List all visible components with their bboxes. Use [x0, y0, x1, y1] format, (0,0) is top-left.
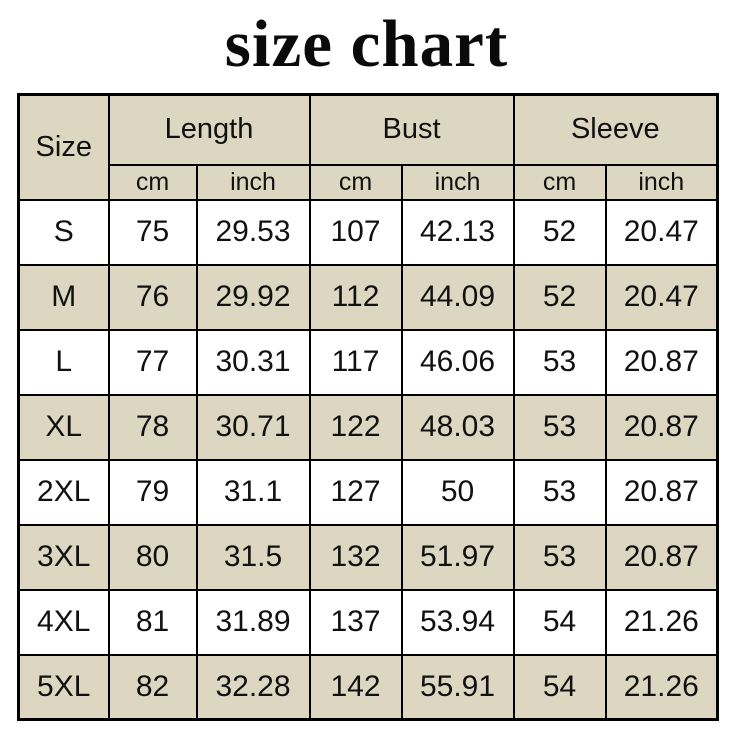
value-cell: 127 — [308, 458, 403, 526]
size-cell: XL — [17, 393, 110, 461]
value-cell: 44.09 — [400, 263, 515, 331]
value-cell: 51.97 — [400, 523, 515, 591]
value-cell: 31.89 — [195, 588, 311, 656]
value-cell: 42.13 — [400, 198, 515, 266]
table-row: L 77 30.31 117 46.06 53 20.87 — [17, 328, 719, 396]
table-row: 4XL 81 31.89 137 53.94 54 21.26 — [17, 588, 719, 656]
value-cell: 82 — [107, 653, 198, 721]
value-cell: 132 — [308, 523, 403, 591]
value-cell: 20.87 — [604, 393, 719, 461]
value-cell: 46.06 — [400, 328, 515, 396]
size-cell: 5XL — [17, 653, 110, 721]
size-cell: S — [17, 198, 110, 266]
unit-header: inch — [195, 163, 311, 201]
page-title: size chart — [224, 7, 509, 81]
unit-header: inch — [400, 163, 515, 201]
value-cell: 81 — [107, 588, 198, 656]
value-cell: 77 — [107, 328, 198, 396]
value-cell: 53 — [512, 523, 607, 591]
value-cell: 54 — [512, 588, 607, 656]
value-cell: 55.91 — [400, 653, 515, 721]
value-cell: 20.47 — [604, 198, 719, 266]
value-cell: 80 — [107, 523, 198, 591]
table-header: Size Length Bust Sleeve cm inch cm inch … — [17, 93, 719, 201]
size-chart-table: Size Length Bust Sleeve cm inch cm inch … — [17, 93, 720, 721]
value-cell: 79 — [107, 458, 198, 526]
group-header-sleeve: Sleeve — [512, 93, 719, 166]
value-cell: 29.92 — [195, 263, 311, 331]
unit-header: cm — [308, 163, 403, 201]
size-cell: L — [17, 328, 110, 396]
value-cell: 20.47 — [604, 263, 719, 331]
group-header-bust: Bust — [308, 93, 515, 166]
unit-header: cm — [512, 163, 607, 201]
value-cell: 142 — [308, 653, 403, 721]
value-cell: 122 — [308, 393, 403, 461]
value-cell: 76 — [107, 263, 198, 331]
value-cell: 21.26 — [604, 588, 719, 656]
table-row: M 76 29.92 112 44.09 52 20.47 — [17, 263, 719, 331]
value-cell: 32.28 — [195, 653, 311, 721]
value-cell: 30.31 — [195, 328, 311, 396]
value-cell: 21.26 — [604, 653, 719, 721]
value-cell: 53.94 — [400, 588, 515, 656]
value-cell: 117 — [308, 328, 403, 396]
value-cell: 54 — [512, 653, 607, 721]
table-row: S 75 29.53 107 42.13 52 20.47 — [17, 198, 719, 266]
value-cell: 78 — [107, 393, 198, 461]
value-cell: 75 — [107, 198, 198, 266]
size-column-header: Size — [17, 93, 110, 201]
group-header-length: Length — [107, 93, 311, 166]
size-cell: M — [17, 263, 110, 331]
value-cell: 53 — [512, 328, 607, 396]
value-cell: 31.5 — [195, 523, 311, 591]
value-cell: 107 — [308, 198, 403, 266]
table-row: 2XL 79 31.1 127 50 53 20.87 — [17, 458, 719, 526]
group-header-row: Size Length Bust Sleeve — [17, 93, 719, 201]
value-cell: 20.87 — [604, 458, 719, 526]
value-cell: 52 — [512, 198, 607, 266]
unit-header-row: cm inch cm inch cm inch — [19, 163, 719, 201]
unit-header: inch — [604, 163, 719, 201]
value-cell: 137 — [308, 588, 403, 656]
unit-header: cm — [107, 163, 198, 201]
value-cell: 48.03 — [400, 393, 515, 461]
table-body: S 75 29.53 107 42.13 52 20.47 M 76 29.92… — [17, 198, 719, 721]
value-cell: 20.87 — [604, 523, 719, 591]
value-cell: 50 — [400, 458, 515, 526]
size-cell: 3XL — [17, 523, 110, 591]
value-cell: 112 — [308, 263, 403, 331]
table-row: 3XL 80 31.5 132 51.97 53 20.87 — [17, 523, 719, 591]
size-cell: 4XL — [17, 588, 110, 656]
value-cell: 31.1 — [195, 458, 311, 526]
value-cell: 52 — [512, 263, 607, 331]
size-cell: 2XL — [17, 458, 110, 526]
table-row: XL 78 30.71 122 48.03 53 20.87 — [17, 393, 719, 461]
value-cell: 30.71 — [195, 393, 311, 461]
value-cell: 29.53 — [195, 198, 311, 266]
table-row: 5XL 82 32.28 142 55.91 54 21.26 — [17, 653, 719, 721]
value-cell: 53 — [512, 458, 607, 526]
value-cell: 53 — [512, 393, 607, 461]
value-cell: 20.87 — [604, 328, 719, 396]
